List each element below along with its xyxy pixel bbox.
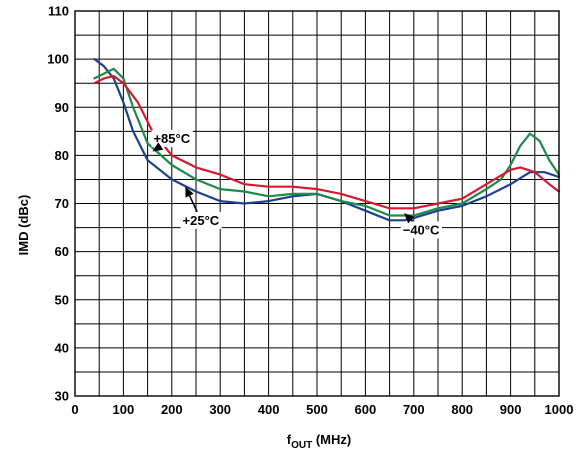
x-tick-label: 1000 (545, 402, 574, 417)
x-tick-label: 200 (161, 402, 183, 417)
x-tick-label: 700 (403, 402, 425, 417)
plot-frame (74, 10, 560, 397)
x-tick-label: 500 (306, 402, 328, 417)
x-tick-label: 300 (209, 402, 231, 417)
x-tick-label: 100 (113, 402, 135, 417)
series-lines (93, 58, 561, 222)
series-line-2 (93, 67, 561, 217)
x-axis-title-main: f (287, 432, 292, 447)
annotation-label-bg (180, 211, 222, 229)
annotation-label-2: +25°C (183, 213, 220, 228)
y-tick-label: 30 (55, 389, 69, 404)
annotation-arrow-line (410, 219, 414, 223)
x-tick-label: 900 (500, 402, 522, 417)
y-tick-label: 70 (55, 196, 69, 211)
y-tick-label: 90 (55, 100, 69, 115)
x-tick-label: 600 (355, 402, 377, 417)
annotation-arrow-head (404, 213, 415, 224)
y-tick-labels: 30 40 50 60 70 80 90 100 110 (47, 4, 69, 404)
y-tick-label: 110 (48, 4, 69, 19)
x-tick-label: 400 (258, 402, 280, 417)
y-tick-label: 80 (55, 148, 69, 163)
series-line-3 (93, 74, 561, 210)
plot-border (74, 10, 560, 397)
y-tick-label: 40 (55, 340, 69, 355)
x-tick-label: 0 (71, 402, 78, 417)
annotation-label-1: +85°C (153, 131, 190, 146)
x-tick-labels: 0 100 200 300 400 500 600 700 800 900 1000 (71, 402, 573, 417)
annotation-arrow-head (185, 186, 194, 198)
annotation-label-bg (400, 221, 442, 239)
x-axis-title-sub: OUT (291, 440, 312, 451)
grid (75, 11, 559, 396)
y-tick-label: 50 (55, 292, 69, 307)
x-axis-title: fOUT (MHz) (287, 432, 351, 451)
y-tick-label: 100 (47, 52, 69, 67)
y-tick-label: 60 (55, 244, 69, 259)
annotation-arrow-line (188, 195, 198, 213)
annotation-label-bg (151, 130, 193, 148)
annotation-label-3: −40°C (403, 222, 440, 237)
x-axis-title-suffix: (MHz) (312, 432, 351, 447)
y-axis-title: IMD (dBc) (16, 195, 31, 256)
x-tick-label: 800 (451, 402, 473, 417)
annotations: +85°C +25°C −40°C (151, 130, 442, 239)
annotation-arrow-head (152, 142, 164, 152)
